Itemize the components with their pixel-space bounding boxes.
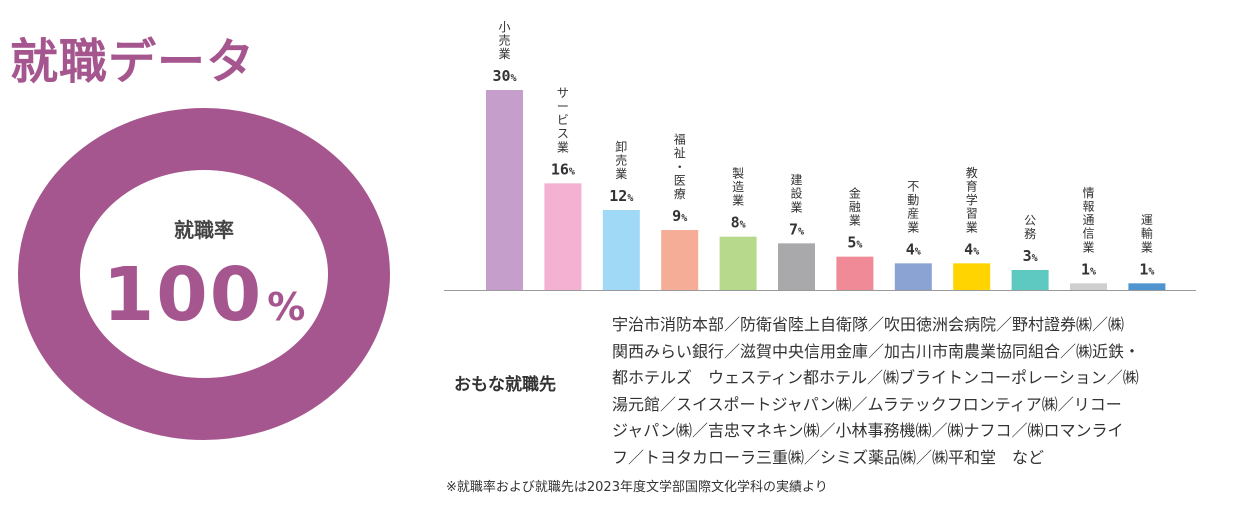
bar-category-label: 卸売業 xyxy=(615,139,627,181)
bar-value-label: 5% xyxy=(847,234,862,252)
bar-category-label: 教育学習業 xyxy=(966,165,978,234)
bar xyxy=(778,243,815,290)
employment-rate-donut xyxy=(18,108,390,440)
bar xyxy=(544,183,582,290)
bar-value-label: 3% xyxy=(1023,247,1038,265)
bar-value-label: 9% xyxy=(672,207,687,225)
bar-value-label: 12% xyxy=(609,187,633,205)
employers-line: 湯元館／スイスポートジャパン㈱／ムラテックフロンティア㈱／リコー xyxy=(612,394,1122,414)
bar xyxy=(719,236,757,290)
bar-value-label: 4% xyxy=(906,240,921,258)
employers-line: フ／トヨタカローラ三重㈱／シミズ薬品㈱／㈱平和堂 など xyxy=(612,447,1045,467)
bar-value-label: 1% xyxy=(1139,260,1154,278)
employment-rate-value: 100% xyxy=(18,252,390,338)
bar-value-label: 4% xyxy=(964,240,979,258)
bar-category-label: 運輸業 xyxy=(1141,213,1153,254)
employment-rate-label: 就職率 xyxy=(174,218,234,242)
bar-value-label: 16% xyxy=(551,160,575,178)
employment-rate-unit: % xyxy=(267,285,306,329)
employers-heading: おもな就職先 xyxy=(454,375,556,395)
bar-category-label: 福祉・医療 xyxy=(674,132,686,201)
page-title: 就職データ xyxy=(10,34,256,90)
employment-rate-number: 100 xyxy=(102,252,264,338)
bar-category-label: 建設業 xyxy=(790,173,802,214)
bar xyxy=(661,230,699,290)
footnote: ※就職率および就職先は2023年度文学部国際文化学科の実績より xyxy=(446,480,828,495)
employers-list: 宇治市消防本部／防衛省陸上自衛隊／吹田徳洲会病院／野村證券㈱／㈱ 関西みらい銀行… xyxy=(612,312,1224,471)
bar-value-label: 7% xyxy=(789,220,804,238)
bar-category-label: 製造業 xyxy=(732,166,744,207)
bar xyxy=(486,90,523,290)
bar-category-label: サービス業 xyxy=(557,86,569,154)
employers-line: 関西みらい銀行／滋賀中央信用金庫／加古川市南農業協同組合／㈱近鉄・ xyxy=(612,341,1141,361)
bar xyxy=(953,263,991,290)
bar-category-label: 金融業 xyxy=(849,185,861,227)
bar-category-label: 小売業 xyxy=(498,20,510,61)
bar-value-label: 1% xyxy=(1081,260,1096,278)
bar xyxy=(602,210,640,290)
bar xyxy=(836,256,874,290)
bar-category-label: 情報通信業 xyxy=(1082,186,1094,254)
bar-category-label: 不動産業 xyxy=(907,180,919,235)
bar xyxy=(1128,283,1166,290)
employers-line: 都ホテルズ ウェスティン都ホテル／㈱ブライトンコーポレーション／㈱ xyxy=(612,368,1139,387)
bar-value-label: 30% xyxy=(492,67,516,85)
bar-category-label: 公務 xyxy=(1024,213,1036,241)
bar-value-label: 8% xyxy=(731,214,746,232)
bar xyxy=(1011,270,1049,290)
bar xyxy=(894,263,932,290)
employers-line: 宇治市消防本部／防衛省陸上自衛隊／吹田徳洲会病院／野村證券㈱／㈱ xyxy=(612,315,1125,334)
bar xyxy=(1070,283,1107,290)
donut-ring xyxy=(18,108,390,440)
employers-line: ジャパン㈱／吉忠マネキン㈱／小林事務機㈱／㈱ナフコ／㈱ロマンライ xyxy=(612,421,1124,440)
